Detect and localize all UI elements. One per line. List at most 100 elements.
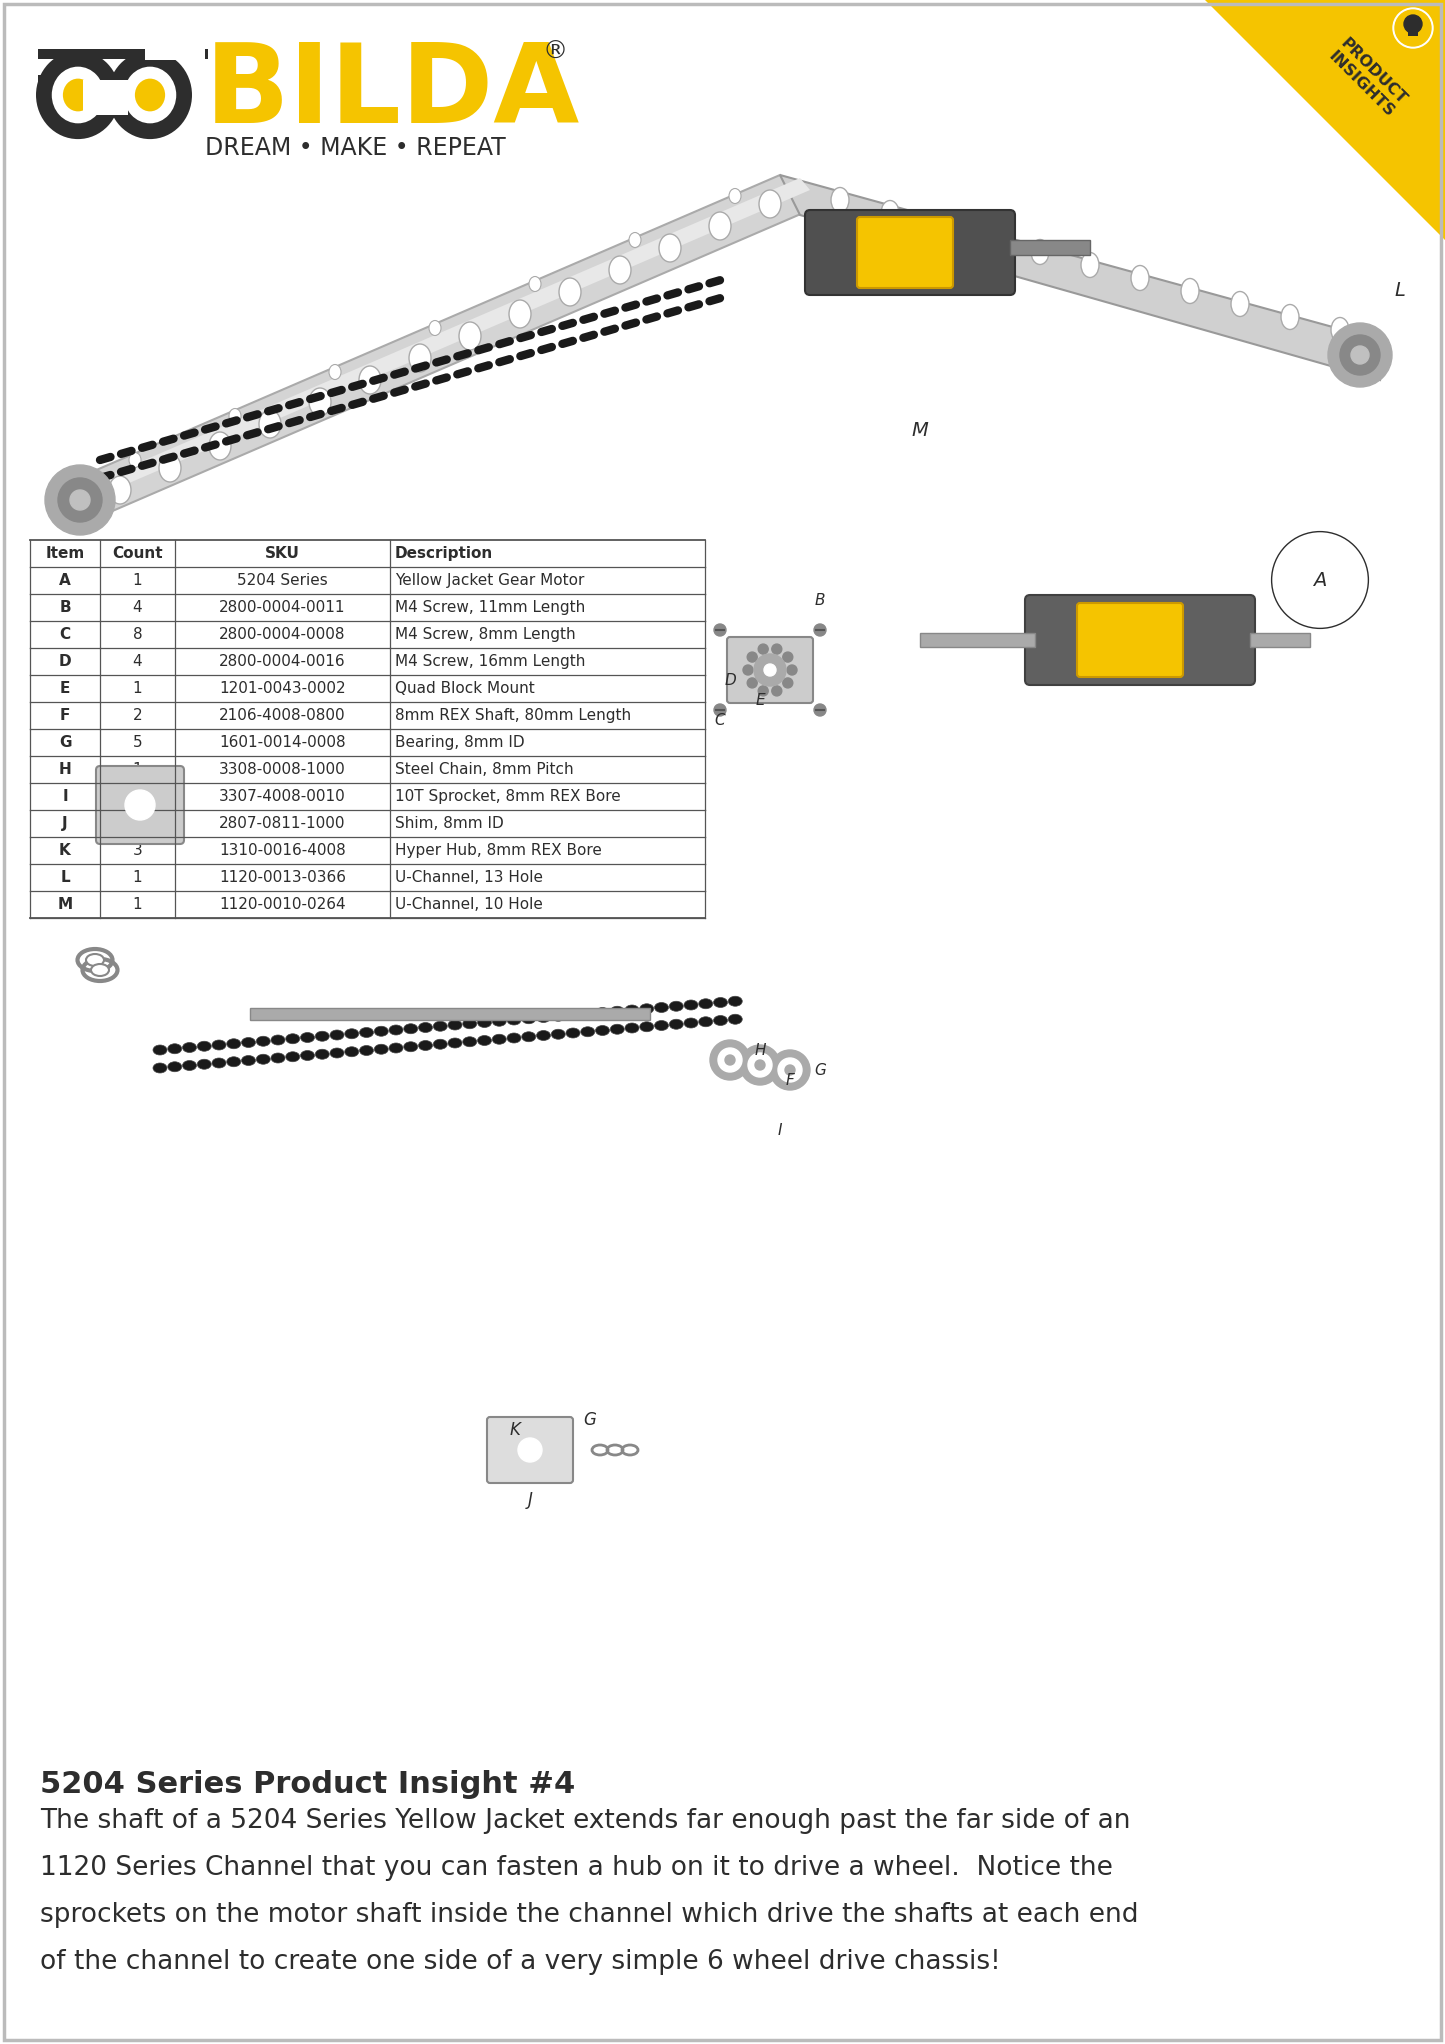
Ellipse shape: [669, 1002, 683, 1012]
Text: 4: 4: [133, 789, 142, 803]
Circle shape: [783, 679, 793, 689]
Text: M4 Screw, 16mm Length: M4 Screw, 16mm Length: [394, 654, 585, 668]
Ellipse shape: [709, 213, 731, 239]
Circle shape: [772, 644, 782, 654]
Ellipse shape: [329, 364, 341, 380]
Ellipse shape: [626, 1006, 639, 1016]
Ellipse shape: [655, 1020, 669, 1030]
Text: M: M: [58, 897, 72, 912]
Ellipse shape: [477, 1018, 491, 1028]
Polygon shape: [780, 176, 1380, 380]
FancyBboxPatch shape: [727, 638, 814, 703]
Text: 2800-0004-0016: 2800-0004-0016: [220, 654, 345, 668]
Text: M4 Screw, 8mm Length: M4 Screw, 8mm Length: [394, 628, 575, 642]
FancyBboxPatch shape: [38, 49, 208, 59]
Text: 1601-0014-0008: 1601-0014-0008: [220, 736, 345, 750]
Text: 3: 3: [133, 842, 143, 858]
Text: Count: Count: [113, 546, 163, 560]
Text: G: G: [814, 1063, 827, 1077]
Ellipse shape: [256, 1036, 270, 1047]
Ellipse shape: [329, 1030, 344, 1040]
Ellipse shape: [212, 1040, 225, 1051]
Ellipse shape: [477, 1036, 491, 1044]
Circle shape: [788, 664, 798, 675]
Text: 1: 1: [133, 897, 142, 912]
Ellipse shape: [182, 1042, 197, 1053]
Text: 1: 1: [133, 871, 142, 885]
Polygon shape: [1205, 0, 1445, 239]
Ellipse shape: [108, 51, 192, 139]
Ellipse shape: [699, 1000, 712, 1010]
Ellipse shape: [522, 1032, 536, 1042]
Ellipse shape: [210, 431, 231, 460]
Ellipse shape: [315, 1032, 329, 1040]
Text: Item: Item: [45, 546, 85, 560]
Text: 2800-0004-0008: 2800-0004-0008: [220, 628, 345, 642]
Ellipse shape: [1181, 278, 1199, 303]
Text: 2807-0811-1000: 2807-0811-1000: [220, 816, 345, 832]
Ellipse shape: [124, 67, 176, 123]
Ellipse shape: [168, 1044, 182, 1055]
Circle shape: [754, 654, 786, 687]
Ellipse shape: [315, 1049, 329, 1059]
Ellipse shape: [153, 1063, 168, 1073]
Ellipse shape: [683, 1000, 698, 1010]
Ellipse shape: [256, 1055, 270, 1065]
Text: G: G: [59, 736, 71, 750]
Text: Description: Description: [394, 546, 493, 560]
Text: 1310-0016-4008: 1310-0016-4008: [220, 842, 345, 858]
Ellipse shape: [403, 1024, 418, 1034]
Text: 2106-4008-0800: 2106-4008-0800: [220, 707, 345, 724]
Ellipse shape: [228, 409, 241, 423]
Text: E: E: [59, 681, 71, 697]
Text: B: B: [59, 601, 71, 615]
Ellipse shape: [1131, 266, 1149, 290]
Circle shape: [764, 664, 776, 677]
Ellipse shape: [301, 1051, 315, 1061]
Ellipse shape: [159, 454, 181, 482]
Text: 1: 1: [133, 762, 142, 777]
Ellipse shape: [759, 190, 780, 219]
Text: Quad Block Mount: Quad Block Mount: [394, 681, 535, 697]
Ellipse shape: [345, 1047, 358, 1057]
Circle shape: [517, 1439, 542, 1461]
Ellipse shape: [134, 78, 165, 110]
FancyBboxPatch shape: [920, 634, 1035, 648]
Circle shape: [814, 703, 827, 715]
FancyBboxPatch shape: [1250, 634, 1311, 648]
FancyBboxPatch shape: [30, 566, 705, 595]
Text: H: H: [754, 1042, 766, 1057]
FancyBboxPatch shape: [38, 76, 46, 104]
Ellipse shape: [714, 1016, 727, 1026]
Ellipse shape: [931, 213, 949, 239]
Circle shape: [1393, 8, 1433, 47]
Text: 5204 Series Product Insight #4: 5204 Series Product Insight #4: [40, 1770, 575, 1799]
Polygon shape: [75, 178, 811, 503]
Circle shape: [740, 1044, 780, 1085]
FancyBboxPatch shape: [1025, 595, 1256, 685]
Ellipse shape: [198, 1059, 211, 1069]
FancyBboxPatch shape: [30, 595, 705, 621]
Ellipse shape: [108, 476, 131, 505]
Ellipse shape: [91, 965, 108, 975]
Text: Yellow Jacket Gear Motor: Yellow Jacket Gear Motor: [394, 572, 584, 589]
Circle shape: [754, 1061, 764, 1069]
Circle shape: [1340, 335, 1380, 374]
Ellipse shape: [358, 366, 381, 394]
Circle shape: [1405, 14, 1422, 33]
Circle shape: [1328, 323, 1392, 386]
Ellipse shape: [610, 1024, 624, 1034]
Ellipse shape: [640, 1022, 653, 1032]
Circle shape: [714, 623, 725, 636]
FancyBboxPatch shape: [487, 1416, 574, 1484]
Text: F: F: [786, 1073, 795, 1087]
FancyBboxPatch shape: [30, 783, 705, 809]
Ellipse shape: [360, 1044, 373, 1055]
Text: F: F: [59, 707, 71, 724]
FancyBboxPatch shape: [1407, 31, 1418, 37]
Ellipse shape: [493, 1016, 506, 1026]
FancyBboxPatch shape: [250, 1008, 650, 1020]
Text: Bearing, 8mm ID: Bearing, 8mm ID: [394, 736, 525, 750]
Text: L: L: [61, 871, 69, 885]
Ellipse shape: [309, 388, 331, 417]
